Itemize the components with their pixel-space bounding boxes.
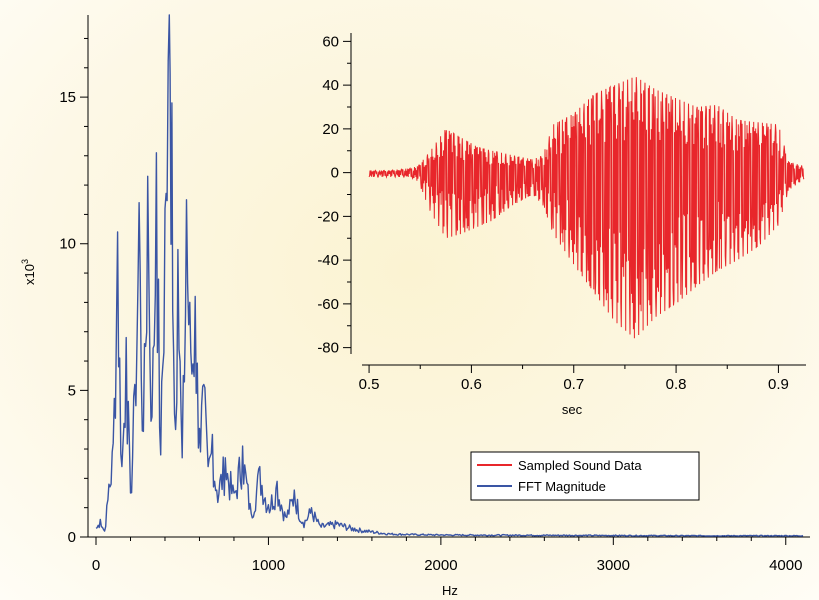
sound-y-tick-label: 20 [322, 121, 339, 138]
fft-x-axis-label: Hz [442, 583, 458, 598]
sound-y-tick-label: 40 [322, 77, 339, 94]
sampled-sound-series [368, 77, 805, 339]
fft-x-tick-label: 4000 [769, 557, 802, 574]
sound-x-tick-label: 0.8 [666, 376, 687, 393]
fft-y-axis-label-exponent: 3 [20, 259, 30, 264]
fft-y-tick-label: 15 [59, 89, 76, 106]
fft-y-tick-label: 0 [68, 529, 76, 546]
sound-y-tick-label: 0 [331, 165, 339, 182]
fft-x-tick-label: 3000 [597, 557, 630, 574]
sound-y-tick-label: -20 [317, 208, 339, 225]
sound-x-tick-label: 0.6 [461, 376, 482, 393]
fft-y-ticks: 0 5 10 15 [59, 37, 88, 546]
sound-x-tick-label: 0.7 [563, 376, 584, 393]
fft-x-tick-label: 0 [92, 557, 100, 574]
sound-y-tick-label: 60 [322, 33, 339, 50]
fft-y-tick-label: 5 [68, 382, 76, 399]
chart-legend: Sampled Sound Data FFT Magnitude [470, 451, 700, 501]
fft-chart: 0 5 10 15 0 1000 2000 3000 4000 Hz x103 [20, 14, 810, 598]
fft-y-axis-label: x103 [20, 259, 37, 285]
sound-y-tick-label: -80 [317, 340, 339, 357]
sound-y-tick-label: -40 [317, 252, 339, 269]
sound-x-tick-label: 0.9 [768, 376, 789, 393]
fft-x-tick-label: 2000 [424, 557, 457, 574]
legend-label-sampled-sound: Sampled Sound Data [518, 458, 642, 473]
sound-x-axis-label: sec [562, 402, 583, 417]
sound-y-tick-label: -60 [317, 296, 339, 313]
sound-y-ticks: -80 -60 -40 -20 0 20 40 60 [317, 33, 351, 357]
fft-x-ticks: 0 1000 2000 3000 4000 [92, 537, 802, 574]
legend-box [470, 451, 700, 501]
sound-x-tick-label: 0.5 [359, 376, 380, 393]
legend-label-fft-magnitude: FFT Magnitude [518, 479, 606, 494]
fft-y-axis-label-base: x10 [22, 264, 37, 285]
fft-magnitude-series [95, 14, 804, 537]
fft-x-tick-label: 1000 [252, 557, 285, 574]
sound-x-ticks: 0.5 0.6 0.7 0.8 0.9 [359, 365, 789, 393]
sound-inset-chart: -80 -60 -40 -20 0 20 40 60 0.5 0.6 0.7 0.8 0.9 sec [317, 33, 806, 417]
fft-y-tick-label: 10 [59, 236, 76, 253]
